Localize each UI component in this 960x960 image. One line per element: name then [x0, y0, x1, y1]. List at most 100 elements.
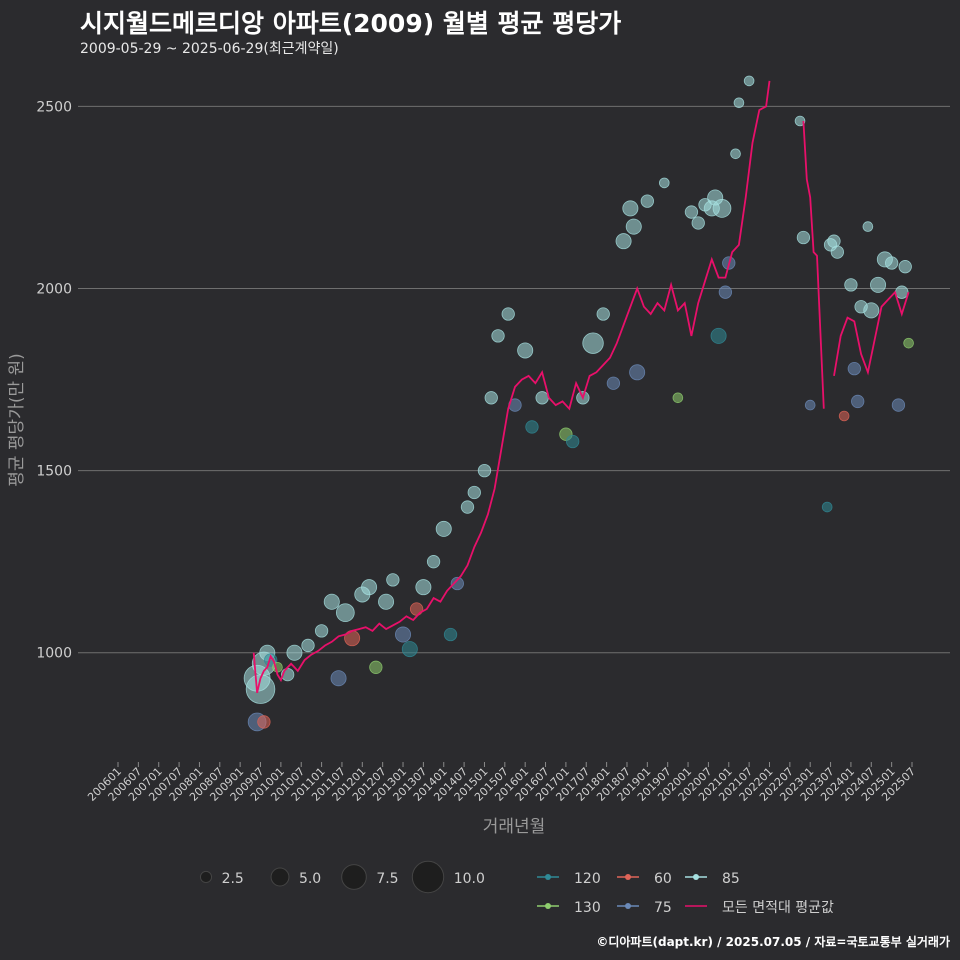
data-point-85 [491, 329, 505, 343]
series-legend-dot [545, 903, 551, 909]
series-legend-dot [625, 903, 631, 909]
data-point-85 [712, 199, 732, 218]
size-legend-label: 2.5 [222, 871, 244, 887]
data-point-85 [460, 500, 475, 514]
data-point-85 [870, 276, 887, 293]
data-point-75 [450, 576, 464, 591]
data-point-120 [443, 627, 458, 642]
series-legend-dot [625, 874, 631, 880]
size-legend-circle [341, 864, 367, 890]
data-point-85 [535, 391, 549, 405]
size-legend-label: 7.5 [376, 871, 398, 887]
data-point-85 [691, 216, 705, 230]
source-caption: ©디아파트(dapt.kr) / 2025.07.05 / 자료=국토교통부 실… [596, 935, 950, 949]
data-point-85 [684, 205, 699, 219]
data-point-75 [804, 399, 816, 411]
data-point-85 [794, 115, 806, 127]
y-tick-label: 2000 [36, 282, 72, 298]
data-point-85 [743, 75, 755, 87]
scatter-points [243, 75, 914, 732]
data-point-120 [525, 420, 539, 434]
average-line-segment-3 [833, 290, 910, 377]
data-point-85 [426, 555, 441, 569]
data-point-60 [409, 602, 424, 616]
size-legend-circle [199, 870, 213, 884]
series-legend-dot [545, 874, 551, 880]
data-point-60 [838, 410, 850, 422]
data-point-75 [330, 670, 347, 687]
size-legend: 2.5 5.0 7.5 10.0 [199, 860, 485, 894]
data-point-75 [718, 285, 733, 299]
chart-subtitle: 2009-05-29 ~ 2025-06-29(최근계약일) [80, 41, 339, 57]
x-axis-title: 거래년월 [483, 817, 546, 837]
data-point-85 [615, 233, 632, 250]
data-point-130 [903, 337, 914, 349]
y-tick-label: 1500 [36, 464, 72, 480]
data-point-85 [622, 200, 639, 217]
data-point-85 [467, 485, 481, 500]
data-point-60 [257, 715, 271, 729]
data-point-85 [898, 260, 912, 274]
data-point-85 [596, 307, 610, 321]
data-point-85 [501, 307, 515, 321]
data-point-75 [851, 394, 865, 409]
data-point-120 [566, 434, 580, 449]
data-point-85 [286, 644, 303, 661]
data-point-85 [517, 342, 534, 359]
data-point-85 [884, 256, 899, 270]
data-point-85 [477, 463, 492, 478]
data-point-85 [658, 177, 670, 189]
data-point-75 [891, 398, 906, 412]
data-point-75 [395, 626, 412, 643]
data-point-85 [314, 624, 329, 638]
average-line-layer [252, 80, 910, 694]
series-legend-label: 85 [722, 871, 740, 887]
data-point-85 [733, 97, 745, 109]
series-legend-label: 75 [654, 900, 672, 916]
data-point-85 [625, 218, 642, 235]
data-point-85 [844, 278, 858, 292]
average-line-segment-1 [252, 80, 771, 694]
data-point-85 [863, 302, 880, 319]
data-point-85 [484, 391, 498, 405]
size-legend-label: 5.0 [299, 871, 321, 887]
data-point-85 [378, 593, 395, 610]
data-point-85 [415, 579, 432, 596]
series-legend-label: 120 [574, 871, 601, 887]
data-point-85 [335, 603, 355, 623]
data-point-130 [369, 660, 383, 674]
series-legend-label: 60 [654, 871, 672, 887]
data-point-85 [323, 593, 340, 610]
y-axis-ticks: 1000 1500 2000 2500 [36, 99, 72, 661]
y-tick-label: 2500 [36, 99, 72, 115]
data-point-85 [582, 332, 604, 354]
data-point-85 [640, 194, 654, 208]
data-point-85 [895, 285, 909, 299]
data-point-85 [435, 520, 452, 537]
chart-title: 시지월드메르디앙 아파트(2009) 월별 평균 평당가 [80, 9, 622, 38]
data-point-85 [730, 148, 741, 160]
data-point-75 [847, 362, 861, 376]
series-legend-label: 130 [574, 900, 601, 916]
data-point-85 [862, 221, 874, 232]
gridlines [78, 105, 950, 654]
series-legend-label: 모든 면적대 평균값 [722, 900, 834, 916]
data-point-75 [606, 376, 621, 390]
data-point-120 [821, 501, 833, 513]
size-legend-circle [270, 867, 290, 887]
data-point-120 [710, 327, 727, 344]
data-point-85 [796, 230, 811, 245]
data-point-120 [401, 641, 418, 658]
size-legend-label: 10.0 [454, 871, 485, 887]
data-point-85 [830, 245, 845, 259]
average-line-segment-2 [802, 120, 825, 409]
data-point-85 [301, 638, 315, 653]
x-axis-ticks: 2006012006072007012007072008012008072009… [85, 762, 918, 804]
data-point-130 [672, 392, 684, 404]
data-point-85 [361, 579, 378, 596]
y-axis-title: 평균 평당가(만 원) [7, 353, 27, 487]
data-point-75 [629, 364, 646, 381]
size-legend-circle [411, 860, 445, 894]
data-point-85 [386, 573, 400, 587]
